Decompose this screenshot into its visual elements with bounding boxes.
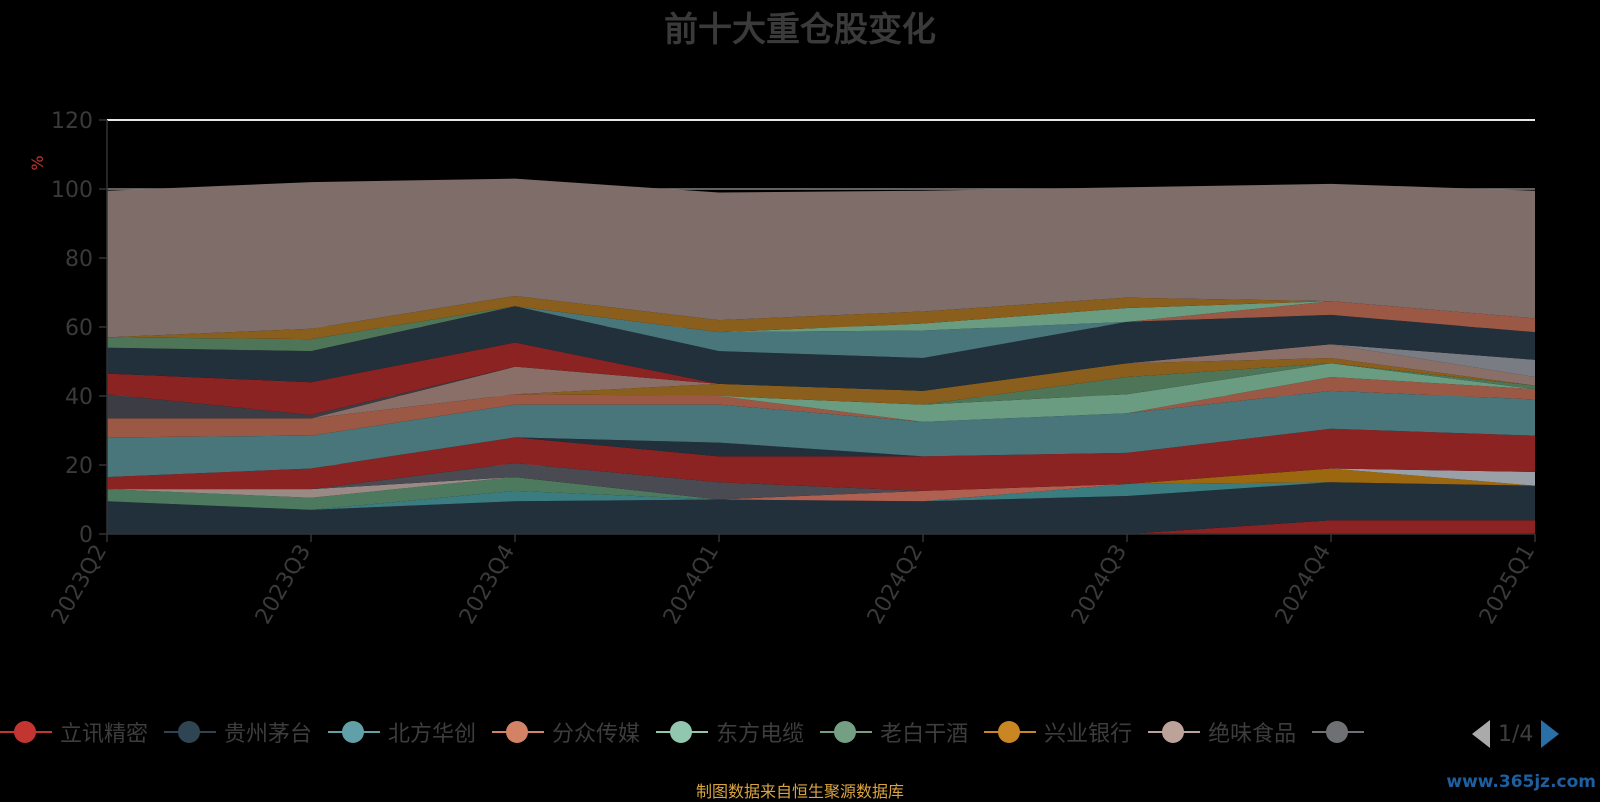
legend-swatch-icon [984, 719, 1037, 745]
legend-item[interactable]: 老白干酒 [820, 712, 968, 752]
area-series-26 [107, 295, 1535, 340]
area-series-24 [107, 301, 1535, 352]
legend-item[interactable] [1312, 712, 1372, 752]
legend-label: 东方电缆 [716, 722, 805, 747]
legend-label: 绝味食品 [1208, 722, 1297, 747]
area-series-3 [107, 482, 1535, 510]
legend-item[interactable]: 贵州茅台 [164, 712, 312, 752]
next-page-arrow-icon[interactable] [1541, 720, 1560, 748]
legend-label: 立讯精密 [60, 722, 149, 747]
legend-swatch-icon [328, 719, 381, 745]
legend-item[interactable]: 兴业银行 [984, 712, 1132, 752]
x-tick-label-7: 2025Q1 [1475, 541, 1540, 629]
y-tick-label-100: 100 [51, 178, 93, 203]
area-series-2 [107, 482, 1535, 510]
area-series-11 [107, 428, 1535, 478]
x-tick-label-4: 2024Q2 [863, 541, 928, 629]
area-series-1 [107, 482, 1535, 534]
legend-swatch-icon [656, 719, 709, 745]
legend-label: 兴业银行 [1044, 722, 1133, 747]
area-series-10 [107, 428, 1535, 491]
area-series-15 [107, 363, 1535, 419]
chart-title: 前十大重仓股变化 [664, 10, 936, 50]
area-series-16 [107, 358, 1535, 419]
area-series-22 [107, 306, 1535, 359]
area-series-17 [107, 344, 1535, 419]
watermark-logo: www.365jz.com [1446, 772, 1596, 792]
area-series-12 [107, 390, 1535, 478]
data-source-note: 制图数据来自恒生聚源数据库 [695, 782, 904, 801]
area-series-27 [107, 178, 1535, 338]
y-tick-label-40: 40 [65, 385, 93, 410]
area-series-0 [107, 520, 1535, 534]
legend: 立讯精密 贵州茅台 北方华创 分众传媒 东方电缆 老白干酒 兴业银行 绝味食品 [0, 712, 1470, 752]
legend-page-indicator: 1/4 [1498, 721, 1534, 747]
legend-swatch-icon [1312, 719, 1365, 745]
y-tick-label-20: 20 [65, 454, 93, 479]
area-series-25 [107, 301, 1535, 352]
area-series-13 [107, 377, 1535, 438]
y-tick-label-60: 60 [65, 316, 93, 341]
legend-pager: 1/4 [1472, 716, 1560, 752]
y-tick-label-0: 0 [79, 523, 93, 548]
area-series-20 [107, 342, 1535, 415]
legend-item[interactable]: 分众传媒 [492, 712, 640, 752]
legend-item[interactable]: 立讯精密 [0, 712, 148, 752]
x-tick-label-1: 2023Q3 [251, 541, 316, 629]
legend-swatch-icon [820, 719, 873, 745]
area-series-8 [107, 463, 1535, 500]
legend-item[interactable]: 东方电缆 [656, 712, 804, 752]
area-series-21 [107, 306, 1535, 391]
y-axis-label: % [28, 155, 47, 170]
legend-label: 北方华创 [388, 722, 477, 747]
legend-swatch-icon [492, 719, 545, 745]
legend-item[interactable]: 北方华创 [328, 712, 476, 752]
x-tick-label-2: 2023Q4 [455, 541, 520, 629]
y-tick-label-120: 120 [51, 109, 93, 134]
x-tick-label-6: 2024Q4 [1271, 541, 1336, 629]
area-series-18 [107, 344, 1535, 419]
legend-label: 贵州茅台 [224, 722, 313, 747]
y-tick-label-80: 80 [65, 247, 93, 272]
legend-label: 分众传媒 [552, 722, 641, 747]
x-tick-label-5: 2024Q3 [1067, 541, 1132, 629]
area-series-5 [107, 477, 1535, 510]
area-layer [107, 178, 1535, 534]
legend-swatch-icon [0, 719, 52, 745]
legend-label: 老白干酒 [880, 722, 969, 747]
legend-swatch-icon [164, 719, 217, 745]
x-tick-label-3: 2024Q1 [659, 541, 724, 629]
prev-page-arrow-icon[interactable] [1472, 720, 1490, 748]
legend-swatch-icon [1148, 719, 1201, 745]
legend-item[interactable]: 绝味食品 [1148, 712, 1296, 752]
x-tick-label-0: 2023Q2 [47, 541, 112, 629]
area-series-19 [107, 344, 1535, 419]
